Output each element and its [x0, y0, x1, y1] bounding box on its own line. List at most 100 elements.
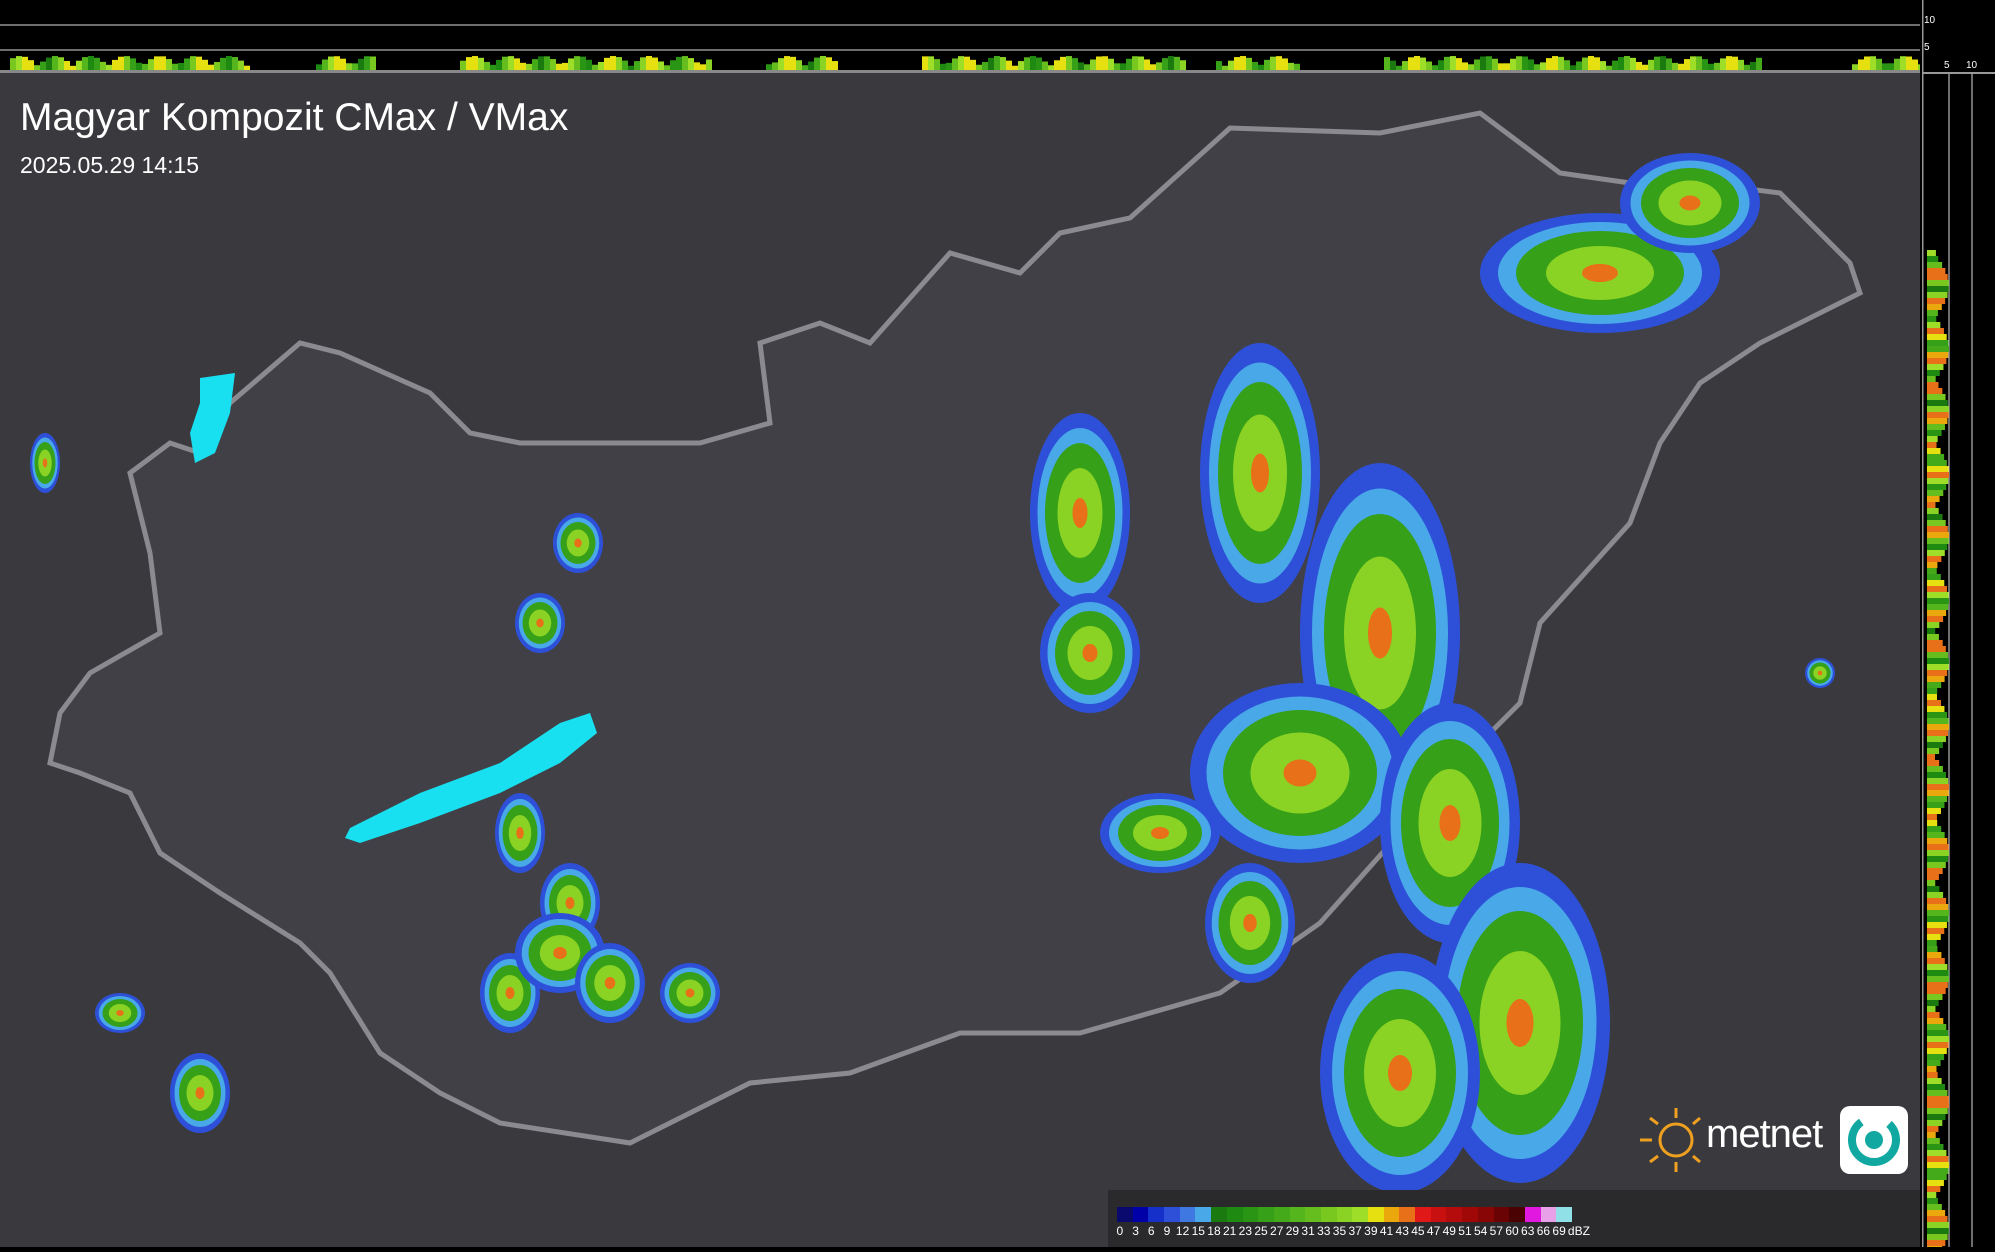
profile-bar [1927, 778, 1949, 784]
radar-echo [1082, 644, 1098, 662]
profile-bar [322, 59, 328, 70]
profile-bar [1927, 1000, 1939, 1006]
legend-unit: dBZ [1567, 1224, 1590, 1238]
profile-bar [1876, 58, 1882, 70]
profile-bar [766, 64, 772, 70]
profile-bar [1927, 982, 1948, 988]
profile-bar [496, 59, 502, 70]
profile-bar [214, 62, 220, 70]
profile-bar [1927, 358, 1947, 364]
profile-bar [1927, 1174, 1947, 1180]
profile-bar [502, 56, 508, 70]
profile-bar [1927, 1120, 1943, 1126]
profile-bar [1927, 772, 1946, 778]
profile-bar [1927, 586, 1947, 592]
profile-bar [1927, 1222, 1949, 1228]
profile-bar [1606, 65, 1612, 70]
profile-bar [1018, 61, 1024, 70]
legend-label: 41 [1379, 1224, 1394, 1238]
profile-bar [808, 61, 814, 70]
profile-bar [1927, 496, 1940, 502]
profile-bar [1927, 748, 1940, 754]
radar-echo [604, 977, 616, 989]
profile-bar [772, 62, 778, 70]
profile-bar [1927, 382, 1939, 388]
legend-swatch [1242, 1207, 1259, 1222]
profile-bar [1618, 57, 1624, 70]
profile-bar [1738, 59, 1744, 70]
legend-swatch [1336, 1207, 1353, 1222]
profile-bar [1024, 57, 1030, 70]
profile-bar [1927, 442, 1937, 448]
profile-bar [1927, 1198, 1938, 1204]
legend-swatch [1383, 1207, 1400, 1222]
profile-bar [1552, 56, 1558, 70]
profile-bar [700, 64, 706, 70]
profile-bar [1927, 1168, 1949, 1174]
profile-bar [520, 62, 526, 70]
legend-swatch [1258, 1207, 1274, 1222]
radar-map[interactable]: Magyar Kompozit CMax / VMax 2025.05.29 1… [0, 73, 1920, 1247]
radar-echo [505, 987, 515, 999]
profile-bar [1666, 58, 1672, 70]
profile-bar [1927, 688, 1938, 694]
profile-bar [1927, 958, 1945, 964]
profile-bar [1276, 56, 1282, 70]
profile-bar [1126, 58, 1132, 70]
profile-bar [64, 61, 70, 70]
profile-bar [1927, 526, 1948, 532]
profile-bar [952, 58, 958, 70]
profile-bar [1927, 514, 1943, 520]
profile-bar [1927, 1066, 1937, 1072]
profile-bar [1894, 58, 1900, 70]
profile-bar [682, 56, 688, 70]
profile-bar [112, 59, 118, 70]
profile-bar [1927, 736, 1946, 742]
profile-bar [1594, 57, 1600, 70]
profile-bar [1630, 57, 1636, 70]
profile-bar [1927, 484, 1947, 490]
profile-bar [1396, 65, 1402, 70]
profile-bar [172, 63, 178, 70]
profile-bar [586, 59, 592, 70]
profile-bar [1678, 63, 1684, 70]
profile-bar [202, 59, 208, 70]
top-profile-strip [0, 0, 1924, 73]
profile-bar [1927, 478, 1949, 484]
tick-label: 10 [1924, 15, 1936, 26]
profile-bar [1264, 59, 1270, 70]
legend-label: 49 [1442, 1224, 1456, 1238]
profile-bar [1927, 562, 1938, 568]
side-profile-strip: 10 5 5 10 [1920, 0, 1995, 1252]
profile-bar [604, 57, 610, 70]
profile-bar [1510, 58, 1516, 70]
tick-label: 10 [1966, 60, 1978, 71]
profile-bar [1546, 58, 1552, 70]
profile-bar [1234, 57, 1240, 70]
profile-bar [1588, 56, 1594, 70]
profile-bar [778, 58, 784, 70]
profile-bar [1927, 376, 1936, 382]
profile-bar [790, 56, 796, 70]
profile-bar [1534, 64, 1540, 70]
profile-bar [1222, 65, 1228, 70]
profile-bar [532, 59, 538, 70]
legend-label: 54 [1473, 1224, 1488, 1238]
legend-label: 63 [1521, 1224, 1535, 1238]
profile-bar [1927, 970, 1949, 976]
profile-bar [1474, 59, 1480, 70]
profile-bar [1384, 57, 1390, 70]
profile-bar [1927, 328, 1944, 334]
profile-bar [1927, 466, 1949, 472]
legend-swatch [1164, 1207, 1180, 1222]
profile-bar [1000, 57, 1006, 70]
swirl-icon [1840, 1106, 1908, 1174]
profile-bar [1927, 1132, 1936, 1138]
profile-bar [1156, 62, 1162, 70]
profile-bar [154, 56, 160, 70]
profile-bar [1228, 60, 1234, 70]
radar-echo [1506, 999, 1534, 1047]
profile-bar [1852, 64, 1858, 70]
profile-bar [1180, 60, 1186, 70]
profile-bar [118, 56, 124, 70]
